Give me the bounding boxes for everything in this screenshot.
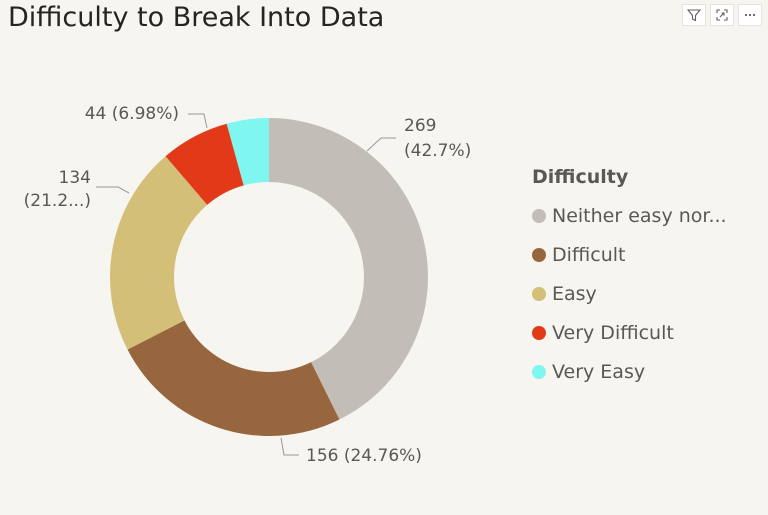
focus-mode-button[interactable] xyxy=(710,4,734,26)
visual-header-toolbar xyxy=(682,4,762,26)
leader-line-2 xyxy=(96,186,130,194)
legend-title: Difficulty xyxy=(532,166,629,188)
chart-legend: Difficulty Neither easy nor... Difficult… xyxy=(532,166,727,391)
more-options-button[interactable] xyxy=(738,4,762,26)
leader-line-0 xyxy=(366,137,396,152)
legend-marker xyxy=(532,247,546,262)
donut-slice-0[interactable] xyxy=(269,118,428,420)
legend-item-neither[interactable]: Neither easy nor... xyxy=(532,196,727,235)
legend-label: Difficult xyxy=(552,243,626,266)
data-label-0-0: 269 xyxy=(404,116,436,136)
legend-item-difficult[interactable]: Difficult xyxy=(532,235,727,274)
legend-marker xyxy=(532,364,546,379)
legend-label: Very Easy xyxy=(552,360,646,383)
data-label-1-0: 156 (24.76%) xyxy=(306,446,422,466)
legend-label: Very Difficult xyxy=(552,321,674,344)
more-options-icon xyxy=(744,13,756,17)
leader-line-1 xyxy=(280,437,299,456)
chart-title: Difficulty to Break Into Data xyxy=(8,2,385,33)
focus-mode-icon xyxy=(716,9,728,21)
legend-item-easy[interactable]: Easy xyxy=(532,274,727,313)
legend-marker xyxy=(532,325,546,340)
donut-slice-2[interactable] xyxy=(110,156,208,350)
filter-button[interactable] xyxy=(682,4,706,26)
data-label-3-0: 44 (6.98%) xyxy=(85,104,179,124)
legend-item-very-easy[interactable]: Very Easy xyxy=(532,352,727,391)
legend-label: Neither easy nor... xyxy=(552,204,727,227)
donut-slice-3[interactable] xyxy=(165,123,244,205)
legend-marker xyxy=(532,286,546,301)
data-label-0-1: (42.7%) xyxy=(404,141,471,161)
donut-slice-1[interactable] xyxy=(127,320,340,437)
leader-line-3 xyxy=(188,113,208,129)
legend-item-very-difficult[interactable]: Very Difficult xyxy=(532,313,727,352)
donut-slice-4[interactable] xyxy=(226,118,269,186)
filter-icon xyxy=(687,9,701,22)
legend-marker xyxy=(532,208,546,223)
data-label-2-1: (21.2...) xyxy=(24,191,91,211)
data-label-2-0: 134 xyxy=(59,168,91,188)
legend-label: Easy xyxy=(552,282,597,305)
